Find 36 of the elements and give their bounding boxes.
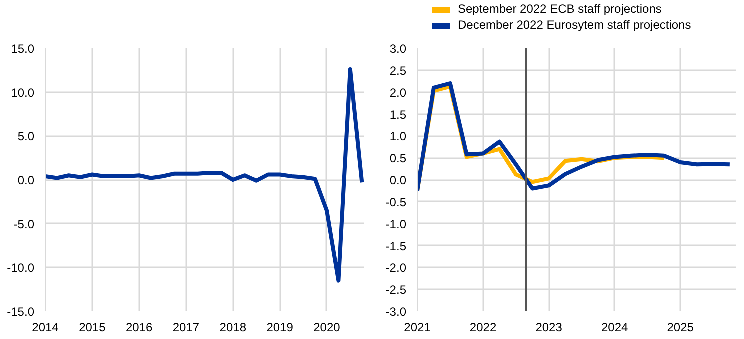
x-tick-label: 2018 (220, 320, 247, 334)
x-tick-label: 2014 (32, 320, 60, 334)
x-tick-label: 2016 (126, 320, 153, 334)
y-tick-label: 0.0 (390, 174, 407, 188)
y-tick-label: 0.5 (390, 152, 407, 166)
y-tick-label: 2.5 (390, 64, 407, 78)
y-tick-label: 1.0 (390, 130, 407, 144)
x-tick-label: 2023 (536, 320, 563, 334)
y-tick-label: 3.0 (390, 42, 407, 56)
y-tick-label: -2.0 (386, 261, 407, 276)
line-series (46, 68, 364, 283)
y-tick-label: 10.0 (11, 86, 35, 100)
x-tick-label: 2024 (601, 320, 628, 334)
y-tick-label: -5.0 (14, 217, 35, 232)
x-tick-label: 2020 (314, 320, 341, 334)
legend-label: September 2022 ECB staff projections (458, 1, 662, 18)
y-tick-label: -10.0 (7, 261, 35, 276)
x-tick-label: 2019 (266, 320, 294, 334)
y-tick-label: 0.0 (18, 174, 35, 188)
y-tick-label: -2.5 (386, 283, 407, 298)
legend-label: December 2022 Eurosytem staff projections (458, 17, 692, 34)
x-tick-label: 2017 (172, 320, 200, 334)
y-tick-label: -15.0 (7, 305, 35, 319)
x-tick-label: 2015 (79, 320, 106, 334)
line-series (418, 82, 732, 193)
y-tick-label: 2.0 (390, 86, 407, 100)
x-tick-label: 2022 (470, 320, 497, 334)
y-tick-label: 5.0 (18, 130, 35, 144)
y-tick-label: -1.5 (386, 239, 407, 254)
y-tick-label: -0.5 (386, 195, 407, 210)
y-tick-label: 1.5 (390, 108, 407, 122)
y-tick-label: -1.0 (386, 217, 407, 232)
y-tick-label: -3.0 (386, 305, 407, 319)
y-tick-label: 15.0 (11, 42, 35, 56)
x-tick-label: 2025 (667, 320, 694, 334)
x-tick-label: 2021 (404, 320, 432, 334)
